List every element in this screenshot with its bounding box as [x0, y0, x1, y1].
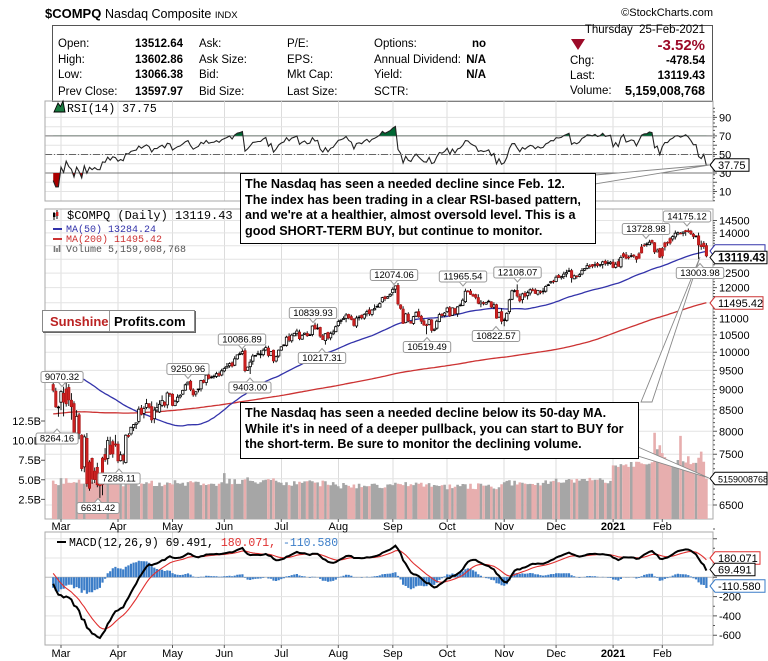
svg-text:10000: 10000 [719, 347, 750, 359]
svg-text:10822.57: 10822.57 [476, 331, 516, 342]
svg-text:Apr: Apr [109, 648, 126, 660]
svg-text:10086.89: 10086.89 [222, 335, 262, 346]
svg-text:13003.98: 13003.98 [680, 268, 720, 279]
svg-text:2.5B: 2.5B [18, 494, 41, 506]
svg-text:Dec: Dec [546, 648, 566, 660]
svg-text:11965.54: 11965.54 [444, 272, 483, 283]
svg-text:7288.11: 7288.11 [102, 474, 136, 485]
svg-text:Sep: Sep [383, 521, 403, 533]
svg-text:-200: -200 [719, 592, 741, 604]
svg-text:13119.43: 13119.43 [718, 252, 765, 264]
svg-text:Jun: Jun [215, 648, 233, 660]
svg-text:9500: 9500 [719, 365, 743, 377]
svg-text:-110.580: -110.580 [718, 581, 761, 593]
svg-text:69.491: 69.491 [718, 564, 752, 576]
svg-text:2021: 2021 [601, 521, 625, 533]
svg-text:10: 10 [719, 187, 731, 199]
svg-text:7.5B: 7.5B [18, 455, 41, 467]
svg-text:37.75: 37.75 [718, 160, 746, 172]
svg-text:$COMPQ (Daily) 13119.43: $COMPQ (Daily) 13119.43 [67, 209, 233, 223]
svg-text:Mar: Mar [52, 648, 71, 660]
svg-text:9000: 9000 [719, 385, 743, 397]
svg-text:10.0B: 10.0B [12, 436, 41, 448]
svg-text:10500: 10500 [719, 330, 750, 342]
svg-text:8264.16: 8264.16 [40, 434, 74, 445]
svg-text:12500: 12500 [719, 268, 750, 280]
svg-text:7500: 7500 [719, 449, 743, 461]
svg-text:RSI(14) 37.75: RSI(14) 37.75 [67, 103, 157, 116]
svg-text:13728.98: 13728.98 [626, 224, 666, 235]
svg-text:Sep: Sep [383, 648, 403, 660]
svg-text:Oct: Oct [439, 521, 456, 533]
svg-text:6631.42: 6631.42 [81, 503, 115, 514]
svg-text:Apr: Apr [109, 521, 126, 533]
svg-text:8500: 8500 [719, 405, 743, 417]
svg-text:11000: 11000 [719, 313, 749, 325]
svg-text:6500: 6500 [719, 500, 743, 512]
svg-text:-400: -400 [719, 611, 741, 623]
svg-text:MA(200) 11495.42: MA(200) 11495.42 [66, 234, 162, 246]
svg-text:May: May [162, 521, 183, 533]
svg-text:14175.12: 14175.12 [667, 212, 707, 223]
svg-text:Nov: Nov [494, 521, 514, 533]
svg-text:70: 70 [719, 131, 731, 143]
svg-text:14500: 14500 [719, 216, 750, 228]
svg-text:Aug: Aug [329, 521, 349, 533]
svg-text:11495.42: 11495.42 [718, 298, 763, 310]
svg-text:12000: 12000 [719, 283, 750, 295]
svg-text:12074.06: 12074.06 [374, 270, 414, 281]
svg-text:Mar: Mar [52, 521, 71, 533]
svg-text:9403.00: 9403.00 [233, 383, 267, 394]
svg-text:Jul: Jul [274, 648, 288, 660]
svg-text:2021: 2021 [601, 648, 625, 660]
svg-text:10839.93: 10839.93 [293, 308, 333, 319]
svg-text:Jul: Jul [274, 521, 288, 533]
svg-text:Dec: Dec [546, 521, 566, 533]
svg-text:8000: 8000 [719, 426, 743, 438]
svg-text:Feb: Feb [653, 648, 672, 660]
svg-text:14000: 14000 [719, 228, 750, 240]
svg-text:180.071: 180.071 [718, 553, 758, 565]
svg-text:Jun: Jun [215, 521, 233, 533]
svg-text:Feb: Feb [653, 521, 672, 533]
svg-text:5159008768: 5159008768 [718, 474, 768, 484]
svg-text:12108.07: 12108.07 [498, 268, 538, 279]
svg-text:Nov: Nov [494, 648, 514, 660]
svg-text:MACD(12,26,9) 69.491, 180.071,: MACD(12,26,9) 69.491, 180.071, -110.580 [69, 537, 338, 550]
svg-text:9070.32: 9070.32 [45, 372, 79, 383]
svg-text:12.5B: 12.5B [12, 416, 41, 428]
svg-text:May: May [162, 648, 183, 660]
svg-text:9250.96: 9250.96 [171, 364, 205, 375]
svg-text:90: 90 [719, 112, 731, 124]
svg-text:5.0B: 5.0B [18, 475, 41, 487]
svg-text:MA(50) 13284.24: MA(50) 13284.24 [66, 224, 156, 236]
svg-text:-600: -600 [719, 630, 741, 642]
svg-text:Oct: Oct [439, 648, 456, 660]
svg-text:Aug: Aug [329, 648, 349, 660]
svg-text:Volume 5,159,008,768: Volume 5,159,008,768 [66, 244, 186, 256]
svg-text:10217.31: 10217.31 [302, 353, 342, 364]
svg-text:10519.49: 10519.49 [407, 342, 447, 353]
